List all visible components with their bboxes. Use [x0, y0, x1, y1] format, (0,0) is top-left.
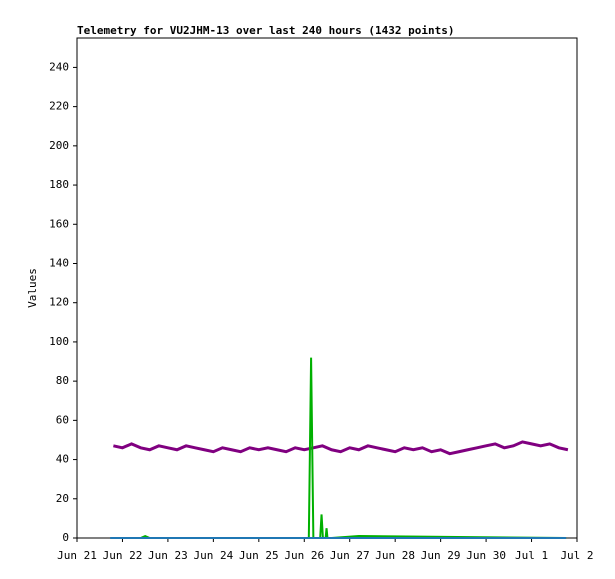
y-tick-label: 220: [49, 100, 69, 113]
chart-title: Telemetry for VU2JHM-13 over last 240 ho…: [77, 24, 455, 37]
series-line: [113, 440, 569, 456]
x-tick-label: Jun 25: [239, 549, 279, 562]
y-tick-label: 160: [49, 217, 69, 230]
plot-frame: [76, 37, 578, 539]
x-tick-label: Jul 2: [560, 549, 593, 562]
x-tick-label: Jun 23: [148, 549, 188, 562]
x-tick-label: Jun 24: [193, 549, 233, 562]
x-tick-label: Jun 28: [375, 549, 415, 562]
y-tick-label: 80: [56, 374, 69, 387]
x-tick-label: Jun 22: [103, 549, 143, 562]
x-tick-label: Jul 1: [515, 549, 548, 562]
y-tick-label: 40: [56, 453, 69, 466]
y-tick-label: 20: [56, 492, 69, 505]
x-tick-label: Jun 29: [421, 549, 461, 562]
y-tick-label: 180: [49, 178, 69, 191]
y-axis-label: Values: [26, 268, 39, 308]
y-tick-label: 120: [49, 296, 69, 309]
x-tick-label: Jun 21: [57, 549, 97, 562]
y-tick-label: 240: [49, 60, 69, 73]
y-tick-label: 200: [49, 139, 69, 152]
x-tick-label: Jun 26: [284, 549, 324, 562]
x-tick-label: Jun 27: [330, 549, 370, 562]
y-tick-label: 60: [56, 413, 69, 426]
y-tick-label: 0: [62, 531, 69, 544]
x-tick-label: Jun 30: [466, 549, 506, 562]
y-tick-label: 140: [49, 256, 69, 269]
y-tick-label: 100: [49, 335, 69, 348]
